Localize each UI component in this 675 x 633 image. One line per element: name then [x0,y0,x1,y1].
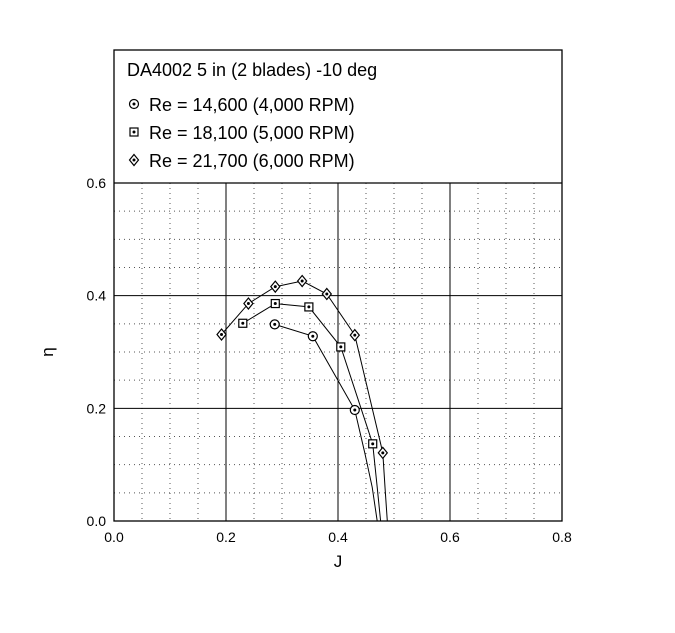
marker-center-dot [241,321,245,325]
plot-frame [113,49,563,522]
y-tick-label: 0.2 [87,400,107,416]
marker-center-dot [132,130,136,134]
data-point-series-3 [349,328,361,342]
data-point-series-2 [304,302,314,312]
data-point-series-2 [368,439,378,449]
data-point-series-1 [269,319,280,330]
marker-center-dot [353,333,357,337]
legend-marker-1 [128,98,140,110]
marker-center-dot [307,305,311,309]
legend-marker-3 [128,153,140,167]
x-axis-label: J [334,552,343,571]
legend: DA4002 5 in (2 blades) -10 deg Re = 14,6… [127,60,377,171]
marker-center-dot [246,302,250,306]
series-line-1 [274,323,378,522]
marker-center-dot [311,334,315,338]
chart-title: DA4002 5 in (2 blades) -10 deg [127,60,377,80]
marker-center-dot [371,442,375,446]
data-point-series-3 [216,328,227,341]
legend-label-1: Re = 14,600 (4,000 RPM) [149,95,355,115]
y-tick-label: 0.4 [87,288,107,304]
data-point-series-2 [336,342,346,352]
legend-marker-2 [129,127,139,137]
major-grid [114,183,562,521]
marker-center-dot [353,408,357,412]
x-tick-label: 0.6 [440,529,460,545]
data-point-series-3 [243,297,254,311]
data-point-series-1 [349,404,360,416]
marker-center-dot [381,451,385,455]
data-point-series-3 [321,287,333,301]
legend-label-2: Re = 18,100 (5,000 RPM) [149,123,355,143]
data-point-series-1 [307,331,318,342]
marker-center-dot [339,345,343,349]
legend-label-3: Re = 21,700 (6,000 RPM) [149,151,355,171]
data-point-series-3 [270,280,281,294]
marker-center-dot [273,285,277,289]
y-tick-labels: 0.0 0.2 0.4 0.6 [87,175,107,529]
x-tick-labels: 0.0 0.2 0.4 0.6 0.8 [104,529,572,545]
x-tick-label: 0.0 [104,529,124,545]
marker-center-dot [132,158,136,162]
y-tick-label: 0.6 [87,175,107,191]
data-point-series-2 [270,298,280,309]
markers [216,274,389,460]
y-tick-label: 0.0 [87,513,107,529]
x-tick-label: 0.8 [552,529,572,545]
marker-center-dot [300,279,304,283]
data-point-series-3 [377,446,389,460]
data-point-series-2 [238,318,248,328]
marker-center-dot [325,292,329,296]
marker-center-dot [132,102,136,106]
data-point-series-3 [296,274,308,288]
y-axis-label: η [38,347,57,356]
marker-center-dot [220,333,224,337]
x-tick-label: 0.4 [328,529,348,545]
x-tick-label: 0.2 [216,529,236,545]
marker-center-dot [273,302,277,306]
marker-center-dot [273,322,277,326]
